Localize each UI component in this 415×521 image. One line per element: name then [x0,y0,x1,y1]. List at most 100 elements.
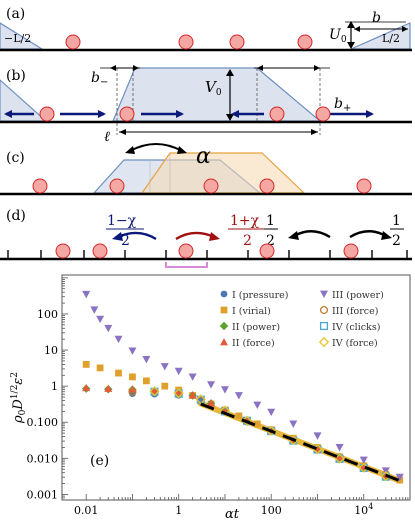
particle [65,34,81,50]
data-point [207,399,216,407]
rate-label: α [196,144,211,169]
ell-arrowhead-left [119,129,126,135]
data-point [235,412,243,420]
b-width-label: b [372,10,381,26]
data-point [253,401,262,410]
panel-e: (e) 0.01 1 100 104 0.001 0.010 0.100 1 10 100 I … [10,274,411,521]
series-7 [149,386,391,482]
data-point [253,420,261,428]
particle [178,243,194,259]
data-point [82,290,91,299]
frac-left-biased: 1−χ 2 [106,213,144,249]
particle [109,178,125,194]
frac-sym-right: 1 2 [390,213,404,249]
particle [92,243,108,259]
particle [297,34,313,50]
asymptote-layer [200,402,401,483]
site-highlight [165,262,208,268]
panel-a-tag: (a) [6,6,25,22]
hop-arrow-right [349,230,387,239]
legend-label: III (force) [332,306,378,317]
frac-num: 1 [392,213,401,229]
data-point [96,364,104,372]
y-tick-label: 0.010 [27,452,59,465]
frac-den: 2 [392,233,401,249]
particles-d [55,243,359,259]
particle [229,34,245,50]
panel-e-tag: (e) [90,453,109,469]
data-point [220,386,229,394]
particles-c [32,178,372,194]
data-point [380,471,391,482]
data-point [188,373,197,381]
data-point [207,381,216,389]
data-point [395,473,404,482]
data-point [188,390,197,399]
y-tick-label: 0.001 [27,488,59,501]
bminus-arrowhead-left [110,65,116,71]
data-point [104,324,113,333]
x-tick-label: 104 [354,502,373,517]
ell-arrowhead-right [311,129,318,135]
particles-b [39,106,331,122]
panel-c: (c) α [0,143,412,196]
data-point [142,356,151,364]
data-point [114,335,123,344]
hop-arrow-left [293,230,331,239]
particle [259,178,275,194]
legend-marker [318,336,330,348]
legend-marker [319,305,329,315]
data-point [82,383,91,392]
bplus-arrowhead-right [314,65,320,71]
u0-arrowhead-top [347,21,355,28]
series-layer [81,290,404,484]
frac-num: 1 [266,213,275,229]
right-bound-label: L/2 [382,32,400,45]
legend: I (pressure) III (power) I (virial) III (fo… [219,290,384,349]
data-point [335,444,344,452]
legend-marker [220,306,228,314]
legend-label: I (pressure) [232,290,288,301]
u0-label: U0 [329,27,347,45]
legend-marker [219,321,229,331]
data-point [267,408,276,417]
particle [55,243,71,259]
panel-a: (a) −L/2 L/2 U0 b [0,6,412,52]
y-tick-label: 100 [37,308,58,321]
hop-arrowhead [112,232,123,241]
rate-arrow [129,143,183,152]
legend-marker [319,321,329,331]
data-point [115,369,122,377]
data-point [195,394,206,405]
left-bound-label: −L/2 [4,32,31,45]
panel-c-tag: (c) [6,150,25,166]
frac-den: 2 [243,233,252,249]
u0-arrowhead-bottom [347,42,355,49]
bplus-arrowhead-left [257,65,263,71]
y-tick-label: 1 [51,380,58,393]
y-tick-label: 0.100 [27,416,59,429]
data-point [149,386,160,397]
series-4 [82,290,404,482]
data-point [150,386,159,394]
hop-arrowhead [288,231,299,240]
particle [39,106,55,122]
data-point [174,367,183,376]
v0-arrowhead-top [226,69,234,76]
panel-d-tag: (d) [6,208,26,224]
particle [343,243,359,259]
x-tick-label: 1 [175,504,182,517]
frac-num: 1+χ [230,213,260,229]
v0-label: V0 [205,78,222,98]
data-point [335,452,344,461]
data-point [313,432,322,440]
data-point [160,363,169,371]
x-tick-label: 0.01 [74,504,99,517]
particles-a [65,34,313,50]
legend-label: II (force) [232,338,275,349]
frac-sym-left: 1 2 [264,213,278,249]
legend-label: IV (clicks) [332,322,380,333]
legend-marker [220,290,228,298]
particle [32,178,48,194]
panel-b: (b) b− b+ V0 ℓ [0,65,412,145]
